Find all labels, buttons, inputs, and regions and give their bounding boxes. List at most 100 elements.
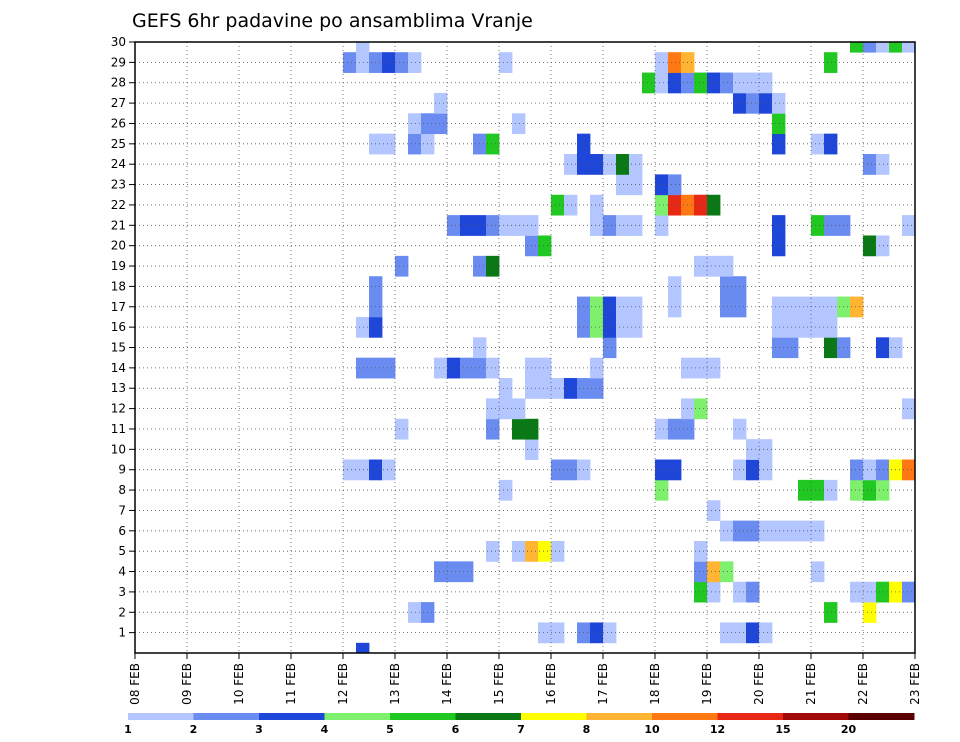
y-tick-label: 13	[111, 381, 126, 395]
heatmap-cell	[668, 72, 682, 94]
heatmap-cell	[356, 459, 370, 481]
heatmap-cell	[811, 316, 825, 338]
heatmap-cell	[499, 479, 513, 501]
y-tick-label: 1	[118, 626, 126, 640]
x-tick-label: 19 FEB	[700, 663, 714, 705]
heatmap-cell	[486, 133, 500, 155]
y-tick-label: 21	[111, 218, 126, 232]
heatmap-cell	[382, 459, 396, 481]
y-tick-label: 16	[111, 320, 126, 334]
heatmap-cell	[876, 479, 890, 501]
heatmap-cell	[811, 215, 825, 236]
x-tick-label: 13 FEB	[388, 663, 402, 705]
heatmap-cell	[707, 581, 721, 603]
heatmap-cell	[447, 215, 461, 236]
y-tick-label: 27	[111, 96, 126, 110]
y-tick-label: 24	[111, 157, 126, 171]
heatmap-cell	[564, 378, 578, 399]
heatmap-cell	[486, 418, 500, 440]
heatmap-cell	[616, 154, 630, 175]
heatmap-cell	[655, 459, 669, 481]
heatmap-cell	[486, 215, 500, 236]
heatmap-cell	[499, 52, 513, 73]
heatmap-cell	[460, 561, 474, 583]
heatmap-cell	[824, 296, 838, 318]
heatmap-cell	[408, 52, 422, 73]
heatmap-cell	[538, 357, 552, 379]
heatmap-cell	[863, 479, 877, 501]
heatmap-cell	[603, 215, 617, 236]
heatmap-cell	[616, 215, 630, 236]
heatmap-cell	[655, 418, 669, 440]
heatmap-cell	[655, 215, 669, 236]
heatmap-cell	[772, 113, 786, 135]
heatmap-cell	[772, 337, 786, 359]
heatmap-cell	[590, 357, 604, 379]
heatmap-cell	[486, 357, 500, 379]
heatmap-cell	[694, 72, 708, 94]
heatmap-cell	[434, 113, 448, 135]
heatmap-cell	[486, 398, 500, 420]
y-tick-label: 9	[118, 463, 126, 477]
heatmap-cell	[876, 42, 890, 53]
heatmap-cell	[382, 52, 396, 73]
x-tick-label: 20 FEB	[752, 663, 766, 705]
heatmap-cell	[694, 561, 708, 583]
colorbar-swatch	[521, 713, 587, 720]
heatmap-cell	[876, 459, 890, 481]
heatmap-cell	[408, 602, 422, 623]
heatmap-cell	[850, 479, 864, 501]
colorbar-swatch	[848, 713, 915, 720]
heatmap-cell	[538, 540, 552, 562]
y-tick-label: 19	[111, 259, 126, 273]
heatmap-cell	[343, 52, 357, 73]
x-tick-label: 10 FEB	[232, 663, 246, 705]
heatmap-cell	[408, 133, 422, 155]
colorbar-label: 15	[775, 723, 790, 736]
heatmap-cell	[499, 215, 513, 236]
colorbar-label: 12	[710, 723, 725, 736]
heatmap-cell	[772, 296, 786, 318]
heatmap-cell	[551, 378, 565, 399]
heatmap-cell	[746, 439, 760, 460]
y-tick-label: 10	[111, 442, 126, 456]
x-tick-label: 23 FEB	[908, 663, 922, 705]
heatmap-cell	[759, 520, 773, 542]
heatmap-cell	[811, 479, 825, 501]
heatmap-cell	[434, 561, 448, 583]
heatmap-cell	[382, 357, 396, 379]
heatmap-cell	[798, 520, 812, 542]
heatmap-cell	[863, 581, 877, 603]
heatmap-cell	[850, 581, 864, 603]
heatmap-cell	[876, 581, 890, 603]
heatmap-cell	[720, 296, 734, 318]
heatmap-cell	[876, 337, 890, 359]
heatmap-cell	[772, 92, 786, 114]
heatmap-cell	[824, 215, 838, 236]
heatmap-cell	[824, 337, 838, 359]
y-tick-label: 22	[111, 198, 126, 212]
heatmap-cell	[512, 418, 526, 440]
heatmap-cell	[824, 316, 838, 338]
heatmap-cell	[694, 255, 708, 277]
y-tick-label: 23	[111, 178, 126, 192]
heatmap-cell	[772, 133, 786, 155]
heatmap-cell	[538, 235, 552, 257]
heatmap-cell	[902, 215, 916, 236]
heatmap-cell	[460, 357, 474, 379]
y-tick-label: 8	[118, 483, 126, 497]
heatmap-cell	[746, 72, 760, 94]
heatmap-cell	[447, 357, 461, 379]
heatmap-cell	[512, 398, 526, 420]
y-tick-label: 30	[111, 35, 126, 49]
heatmap-cell	[395, 255, 409, 277]
heatmap-cell	[772, 520, 786, 542]
heatmap-cell	[616, 316, 630, 338]
heatmap-cell	[668, 296, 682, 318]
heatmap-cell	[863, 154, 877, 175]
heatmap-cell	[694, 357, 708, 379]
colorbar-label: 20	[841, 723, 857, 736]
y-tick-label: 3	[118, 585, 126, 599]
colorbar-swatch	[259, 713, 325, 720]
